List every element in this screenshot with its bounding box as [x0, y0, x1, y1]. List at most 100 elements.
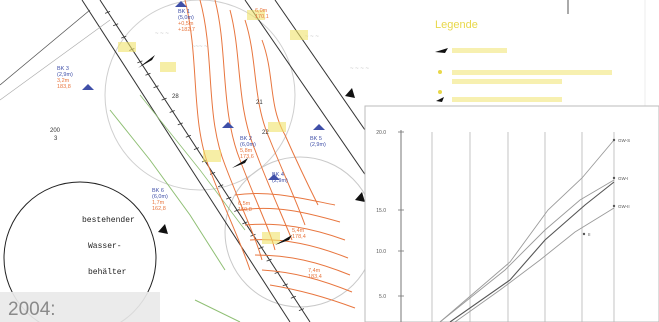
road-tick: [298, 308, 305, 311]
road-tick: [161, 97, 167, 101]
bk-level: 5,8m: [240, 148, 253, 154]
chart-point: [612, 138, 616, 142]
bk-depth: (5,0m): [178, 15, 194, 21]
value-line: 6,0m: [255, 8, 268, 14]
bk-level: 1,7m: [152, 200, 165, 206]
bk-elevation: +182,7: [178, 27, 195, 33]
chart-series-line: [449, 181, 615, 322]
chart-series-line: [454, 207, 615, 322]
faint-text: ~~~ ~: [192, 44, 208, 50]
value-line: 5,4m: [292, 228, 305, 234]
road-tick: [209, 172, 216, 175]
well-marker-icon: [222, 122, 234, 128]
tank-label-line-2: Wasser-: [88, 242, 122, 251]
bk-label-6: BK 6 (6,0m) 1,7m 162,8: [152, 188, 168, 212]
legend-title: Legende: [435, 19, 478, 31]
bk-level: 3,2m: [57, 78, 70, 84]
water-tank-circle: [3, 181, 157, 322]
tank-label-line-1: bestehender: [82, 216, 135, 225]
borehole-labels: BK 1 (5,0m) +0,5m +182,7 BK 2 (6,0m) 5,8…: [57, 9, 326, 212]
map-circle-upper: [104, 0, 296, 191]
road-tick: [185, 134, 191, 138]
boundary-line-1: [0, 9, 91, 86]
road-tick: [145, 72, 151, 76]
value-line: 159,8: [238, 207, 252, 213]
bk-depth: (2,9m): [57, 72, 73, 78]
boundary-line-2: [0, 19, 111, 101]
map-number-label: 200: [50, 128, 61, 134]
chart-series-label: GW-S: [618, 138, 630, 143]
chart-y-tick-label: 5.0: [379, 294, 386, 300]
contour-lines: [184, 0, 356, 309]
bk-label-1: BK 1 (5,0m) +0,5m +182,7: [178, 9, 195, 33]
legend-entry-text: [452, 70, 612, 75]
chart-series-line: [439, 179, 615, 322]
chart-panel: [364, 105, 659, 322]
yellow-marker: [118, 42, 136, 52]
road-tick: [266, 258, 272, 262]
yellow-marker: [262, 232, 280, 244]
caption-bar: 2004:: [0, 292, 160, 322]
site-map: ~ ~ ~ ~~~ ~ ~ ~ ~ ~ ~ ~ ~ ~ ~ ~ ~ ~: [0, 0, 415, 322]
road-tick: [193, 147, 200, 150]
green-line-2: [139, 94, 246, 231]
value-line: 178,4: [292, 234, 306, 240]
yellow-marker: [290, 30, 308, 40]
chart-y-tick-label: 15.0: [376, 208, 386, 214]
road-tick: [242, 221, 248, 225]
contour-2: [199, 0, 263, 261]
bk-depth: (2,9m): [310, 142, 326, 148]
road-tick: [169, 110, 175, 113]
road-tick: [258, 246, 264, 250]
bk-name: BK 5: [310, 136, 322, 142]
water-tank: bestehender Wasser- behälter: [3, 181, 157, 322]
road-tick: [226, 196, 232, 200]
legend-dot-icon: [438, 90, 442, 94]
bk-label-4: BK 4 (2,9m): [272, 172, 288, 184]
contour-13: [269, 284, 356, 309]
chart-series-label: II: [588, 232, 591, 237]
value-line: 170,1: [255, 14, 269, 20]
road-tick: [218, 184, 224, 188]
road-tick: [137, 60, 143, 64]
contour-9: [244, 223, 346, 241]
chart-series-label: GW-I: [618, 176, 628, 181]
bk-label-2: BK 2 (6,0m) 5,8m 173,6: [240, 136, 256, 160]
road-tick: [282, 283, 288, 287]
chart-y-ticks: 20.0 15.0 10.0 5.0: [376, 130, 404, 300]
yellow-marker: [203, 150, 221, 162]
bk-name: BK 3: [57, 66, 69, 72]
legend-panel: Legende: [380, 0, 659, 106]
bk-elevation: 173,6: [240, 154, 254, 160]
bk-name: BK 6: [152, 188, 164, 194]
legend-background: [380, 0, 659, 106]
bk-name: BK 1: [178, 9, 190, 15]
chart-series-label: GW-II: [618, 204, 630, 209]
value-line: 183,4: [308, 274, 322, 280]
legend-dot-icon: [438, 70, 442, 74]
arrow-marker-icon: [232, 158, 248, 168]
yellow-markers: [118, 10, 308, 244]
caption-background: [0, 292, 160, 322]
yellow-marker: [268, 122, 286, 132]
map-number-label: 21: [256, 100, 263, 106]
arrow-markers: [138, 55, 365, 245]
orange-value-labels: 6,0m 170,1 6,5m 159,8 5,4m 178,4 7,4m 18…: [238, 8, 322, 280]
legend-entry-text: [452, 97, 562, 102]
road-tick: [153, 85, 159, 89]
arrow-marker-icon: [435, 48, 448, 53]
road-tick: [104, 11, 111, 14]
arrow-marker-icon: [345, 88, 355, 98]
contour-6: [261, 39, 319, 206]
bk-elevation: 162,8: [152, 206, 166, 212]
road-line-1: [81, 0, 291, 322]
contour-8: [239, 207, 341, 223]
caption-year: 2004:: [8, 299, 56, 320]
faint-text: ~ ~ ~: [305, 34, 319, 40]
legend-entry-text: [452, 48, 507, 53]
well-marker-icon: [82, 84, 94, 90]
green-line-3: [194, 299, 241, 322]
contour-1: [184, 0, 251, 271]
chart-point: [582, 232, 586, 236]
chart-series-lines: [439, 139, 615, 322]
